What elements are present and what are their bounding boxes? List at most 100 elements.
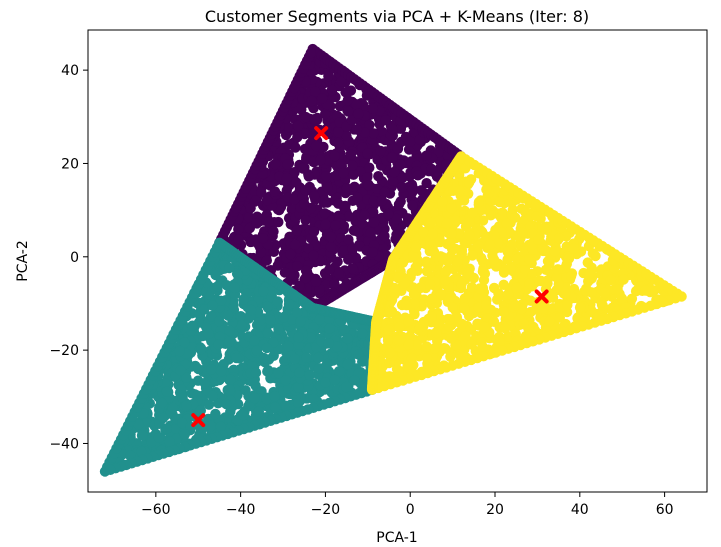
data-point (385, 307, 396, 318)
data-point (303, 171, 314, 182)
data-point (212, 281, 223, 292)
data-point (373, 171, 384, 182)
data-point (458, 195, 470, 206)
data-point (161, 423, 172, 434)
data-point (210, 408, 221, 420)
data-point (552, 264, 564, 275)
data-point (291, 177, 302, 188)
data-point (568, 243, 579, 254)
x-axis-ticks: −60 −40 −20 0 20 40 60 (141, 492, 674, 518)
data-point (426, 293, 437, 304)
data-point (584, 268, 595, 280)
data-point (342, 106, 354, 117)
y-axis-ticks: −40 −20 0 20 40 (49, 63, 88, 452)
data-point (272, 260, 283, 271)
data-point (256, 187, 267, 198)
data-point (215, 421, 227, 432)
data-point (415, 282, 426, 293)
data-point (353, 108, 364, 120)
data-point (310, 276, 322, 287)
plot-frame (87, 29, 708, 493)
data-point (224, 384, 235, 395)
data-point (565, 271, 577, 282)
data-point (403, 316, 414, 327)
data-point (175, 365, 186, 376)
data-point (626, 293, 638, 304)
data-point (408, 250, 419, 261)
data-point (383, 208, 394, 220)
data-point (181, 372, 192, 383)
data-point (308, 393, 319, 405)
data-point (347, 263, 358, 274)
data-point (303, 243, 314, 254)
data-point (233, 224, 244, 235)
data-point (338, 167, 349, 179)
data-point (533, 275, 544, 286)
data-point (411, 339, 422, 350)
data-point (473, 197, 485, 208)
data-point (502, 246, 513, 258)
data-point (647, 285, 659, 297)
data-point (343, 234, 354, 245)
data-point (193, 363, 204, 375)
data-point (484, 239, 496, 250)
data-point (333, 268, 344, 279)
data-point (324, 264, 335, 275)
data-point (466, 339, 477, 350)
data-point (440, 343, 451, 354)
data-point (179, 337, 190, 348)
data-point (421, 150, 432, 161)
data-point (450, 243, 461, 254)
data-point (368, 217, 380, 228)
data-point (480, 299, 492, 310)
y-tick-label: 0 (70, 250, 79, 266)
data-point (196, 343, 207, 355)
data-point (363, 180, 374, 191)
x-tick-label: 40 (571, 502, 589, 518)
centroid-marker (534, 289, 549, 304)
data-point (245, 202, 256, 214)
data-point (406, 267, 417, 279)
data-point (336, 76, 347, 87)
data-point (243, 211, 255, 223)
data-point (444, 314, 455, 325)
data-point (382, 335, 394, 346)
data-point (511, 253, 522, 265)
data-point (342, 359, 353, 370)
data-point (279, 267, 291, 278)
x-tick-label: −60 (141, 502, 171, 518)
data-point (133, 419, 144, 430)
x-axis-label: PCA-1 (376, 530, 417, 546)
data-point (403, 339, 414, 350)
data-point (447, 302, 458, 313)
data-point (561, 258, 572, 270)
data-point (289, 353, 300, 365)
data-point (167, 402, 179, 414)
data-point (224, 262, 235, 274)
data-point (393, 366, 404, 377)
data-point (313, 363, 325, 374)
data-point (224, 325, 235, 336)
centroid-marker (191, 413, 206, 428)
y-tick-label: −40 (49, 436, 79, 452)
data-point (379, 230, 390, 242)
data-point (426, 311, 437, 323)
data-point (249, 392, 260, 404)
data-point (477, 342, 489, 353)
data-point (306, 95, 317, 107)
data-point (206, 364, 217, 375)
data-point (367, 246, 378, 258)
data-point (405, 136, 416, 147)
data-point (464, 229, 475, 241)
data-point (502, 289, 514, 300)
data-point (327, 84, 338, 96)
data-point (343, 211, 354, 222)
data-point (367, 103, 379, 114)
data-point (289, 167, 300, 178)
data-point (467, 207, 478, 218)
data-point (325, 241, 337, 252)
data-point (498, 307, 509, 318)
data-point (207, 390, 218, 402)
data-point (309, 86, 321, 97)
data-point (283, 122, 295, 133)
